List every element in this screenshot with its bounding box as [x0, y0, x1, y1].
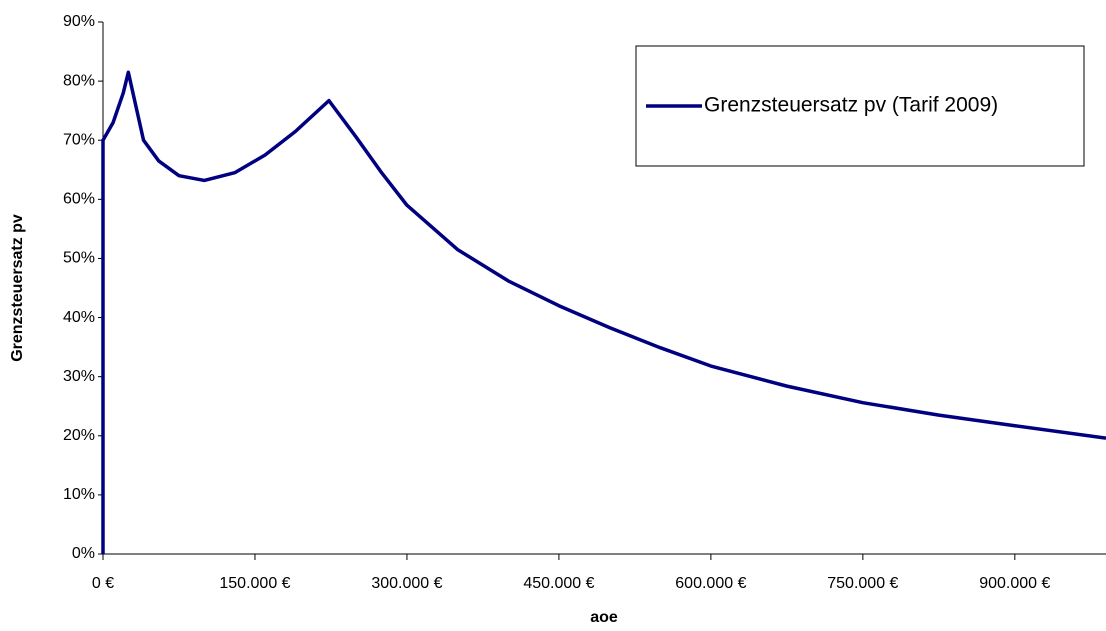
y-tick-label: 10% [63, 486, 95, 503]
x-tick-label: 150.000 € [219, 575, 290, 592]
x-tick-label: 600.000 € [675, 575, 746, 592]
y-tick-label: 50% [63, 250, 95, 267]
y-tick-label: 80% [63, 72, 95, 89]
line-series [101, 70, 1106, 554]
y-tick-label: 20% [63, 427, 95, 444]
y-axis-label: Grenzsteuersatz pv [9, 214, 26, 362]
y-tick-label: 90% [63, 13, 95, 30]
y-tick-label: 60% [63, 191, 95, 208]
x-tick-label: 750.000 € [827, 575, 898, 592]
y-tick-label: 40% [63, 309, 95, 326]
x-axis-label: aoe [590, 609, 618, 626]
y-tick-label: 30% [63, 368, 95, 385]
legend-box [635, 45, 1085, 167]
x-tick-label: 0 € [92, 575, 114, 592]
y-tick-label: 70% [63, 131, 95, 148]
x-tick-label: 450.000 € [523, 575, 594, 592]
legend-label: Grenzsteuersatz pv (Tarif 2009) [704, 94, 998, 117]
y-tick-label: 0% [72, 545, 95, 562]
x-tick-label: 300.000 € [371, 575, 442, 592]
x-tick-label: 900.000 € [979, 575, 1050, 592]
